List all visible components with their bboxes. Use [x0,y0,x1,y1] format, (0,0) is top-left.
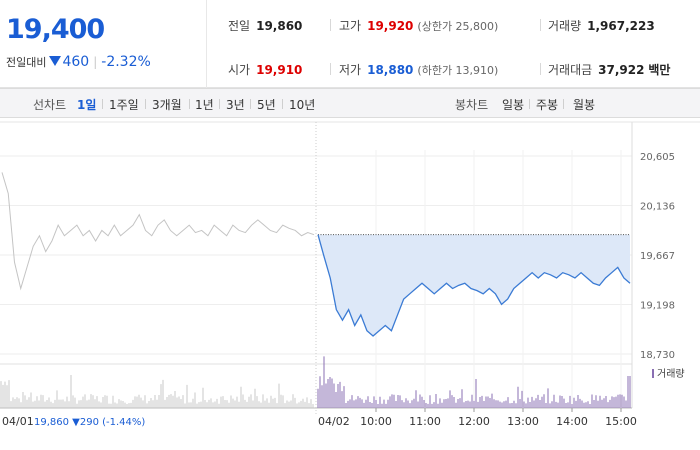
turnover-label: 거래대금 [548,63,593,77]
y-tick-label: 19,198 [640,301,675,312]
divider [102,99,103,109]
x-tick-label: 11:00 [409,415,441,428]
line-chart-label: 선차트 [33,98,67,112]
divider [189,99,190,109]
y-tick-label: 18,730 [640,350,675,361]
divider [540,63,541,75]
low-label: 저가 [339,63,362,77]
tab-weekly[interactable]: 주봉 [536,98,559,112]
change-label: 전일대비 [6,56,47,69]
volume-label: 거래량 [657,368,685,380]
tab-3y[interactable]: 3년 [226,98,245,112]
open-value: 19,910 [256,63,303,77]
divider [330,19,331,31]
current-price-block: 19,400 전일대비 460 | -2.32% [0,0,207,88]
prev-close-label: 전일 [228,19,251,33]
down-triangle-icon [49,56,62,66]
candle-chart-label: 봉차트 [455,98,489,112]
change-percent: -2.32% [101,54,151,70]
volume-label: 거래량 [548,19,582,33]
divider [330,63,331,75]
x-tick-label: 12:00 [458,415,490,428]
tab-1y[interactable]: 1년 [195,98,214,112]
chart-period-tabs: 선차트 1일 1주일 3개월 1년 3년 5년 10년 봉차트 일봉 주봉 월봉 [0,88,700,118]
high-stat: 고가 19,920 (상한가 25,800) [339,17,498,34]
divider [529,99,530,109]
prev-close-stat: 전일 19,860 [228,17,302,34]
divider [563,99,564,109]
tab-1w[interactable]: 1주일 [109,98,139,112]
y-tick-label: 19,667 [640,251,675,262]
prev-close-value: 19,860 [256,19,303,33]
turnover-unit: 백만 [648,63,671,77]
open-stat: 시가 19,910 [228,61,302,78]
low-value: 18,880 [367,63,414,77]
y-tick-label: 20,136 [640,202,675,213]
tab-daily[interactable]: 일봉 [502,98,525,112]
volume-legend-swatch [652,369,654,378]
tab-3m[interactable]: 3개월 [152,98,182,112]
turnover-stat: 거래대금 37,922 백만 [548,61,670,78]
change-row: 전일대비 460 | -2.32% [6,54,151,70]
stock-summary: 19,400 전일대비 460 | -2.32% 전일 19,860 고가 19,920(… [0,0,700,88]
turnover-value: 37,922 [598,63,645,77]
tab-monthly[interactable]: 월봉 [573,98,596,112]
y-tick-label: 20,605 [640,152,675,163]
volume-stat: 거래량 1,967,223 [548,17,655,34]
lower-limit: (하한가 13,910) [417,64,499,77]
high-value: 19,920 [367,19,414,33]
x-tick-label: 10:00 [360,415,392,428]
tab-5y[interactable]: 5년 [257,98,276,112]
open-label: 시가 [228,63,251,77]
prev-day-line [1,172,315,291]
x-tick-label: 14:00 [556,415,588,428]
tab-10y[interactable]: 10년 [289,98,316,112]
divider [219,99,220,109]
y-axis: 20,605 20,136 19,667 19,198 18,730 거래량 [640,152,685,380]
x-axis: 10:00 11:00 12:00 13:00 14:00 15:00 04/01 19,86… [2,408,637,428]
prev-day-date: 04/01 [2,415,34,428]
low-stat: 저가 18,880 (하한가 13,910) [339,61,498,78]
upper-limit: (상한가 25,800) [417,20,499,33]
volume-bars [0,356,631,408]
change-amount: 460 [62,54,90,70]
divider [282,99,283,109]
divider [540,19,541,31]
divider [145,99,146,109]
current-price: 19,400 [6,14,105,45]
x-tick-label: 15:00 [605,415,637,428]
today-date: 04/02 [318,415,350,428]
divider [250,99,251,109]
prev-day-legend: 19,860 ▼290 (-1.44%) [34,417,145,428]
change-separator: | [93,55,98,69]
high-label: 고가 [339,19,362,33]
price-lines [1,172,631,337]
today-price-line [317,234,631,337]
x-tick-label: 13:00 [507,415,539,428]
below-reference-fill [318,234,630,337]
volume-value: 1,967,223 [587,19,655,33]
tab-1d[interactable]: 1일 [77,98,97,112]
